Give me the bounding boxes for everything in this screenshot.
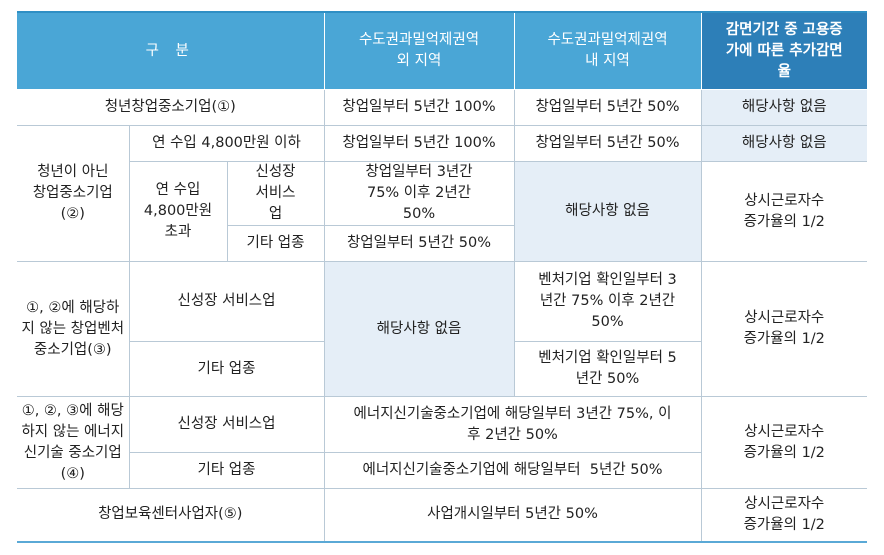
cell-high-income-growth-outside: 창업일부터 3년간 75% 이후 2년간 50% [323, 161, 515, 226]
cell-high-income-extra: 상시근로자수 증가율의 1/2 [700, 161, 867, 262]
row-label-high-income-growth-service: 신성장 서비스업 [226, 161, 325, 226]
row-label-youth-startup: 청년창업중소기업(①) [17, 89, 325, 126]
row-label-low-income: 연 수입 4,800만원 이하 [128, 125, 325, 162]
row-label-non-youth-startup: 청년이 아닌 창업중소기업 (②) [17, 125, 130, 262]
cell-venture-growth-inside: 벤처기업 확인일부터 3년간 75% 이후 2년간 50% [513, 261, 702, 342]
cell-low-income-inside: 창업일부터 5년간 50% [513, 125, 702, 162]
cell-venture-other-inside: 벤처기업 확인일부터 5년간 50% [513, 341, 701, 397]
row-label-venture-other: 기타 업종 [129, 341, 325, 397]
table-row-venture-growth: ①, ②에 해당하지 않는 창업벤처 중소기업(③) 신성장 서비스업 해당사항… [17, 261, 867, 397]
header-additional-reduction: 감면기간 중 고용증가에 따른 추가감면율 [700, 11, 867, 90]
table-row-high-income-growth: 연 수입 4,800만원 초과 신성장 서비스업 창업일부터 3년간 75% 이… [17, 161, 867, 262]
cell-youth-outside: 창업일부터 5년간 100% [323, 89, 515, 126]
table-row-non-youth-low-income: 청년이 아닌 창업중소기업 (②) 연 수입 4,800만원 이하 창업일부터 … [17, 125, 867, 262]
table-row-incubator: 창업보육센터사업자(⑤) 사업개시일부터 5년간 50% 상시근로자수 증가율의… [17, 488, 867, 543]
table-row-high-income-other: 기타 업종 창업일부터 5년간 50% [17, 225, 867, 262]
table-row-venture-other: 기타 업종 벤처기업 확인일부터 5년간 50% [17, 341, 867, 397]
cell-energy-growth-value: 에너지신기술중소기업에 해당일부터 3년간 75%, 이후 2년간 50% [323, 396, 702, 453]
header-inside-capital-region: 수도권과밀억제권역 내 지역 [513, 11, 702, 90]
header-category: 구 분 [17, 11, 325, 90]
table-row-energy-growth: ①, ②, ③에 해당하지 않는 에너지신기술 중소기업(④) 신성장 서비스업… [17, 396, 867, 489]
cell-venture-outside: 해당사항 없음 [323, 261, 515, 397]
cell-incubator-extra: 상시근로자수 증가율의 1/2 [700, 488, 867, 543]
cell-incubator-value: 사업개시일부터 5년간 50% [323, 488, 702, 543]
row-label-venture-growth-service: 신성장 서비스업 [128, 261, 325, 342]
cell-high-income-inside: 해당사항 없음 [513, 161, 702, 262]
header-row: 구 분 수도권과밀억제권역 외 지역 수도권과밀억제권역 내 지역 감면기간 중… [17, 11, 867, 90]
cell-venture-extra: 상시근로자수 증가율의 1/2 [700, 261, 867, 397]
row-label-energy: ①, ②, ③에 해당하지 않는 에너지신기술 중소기업(④) [17, 396, 130, 489]
row-label-venture: ①, ②에 해당하지 않는 창업벤처 중소기업(③) [17, 261, 130, 397]
cell-youth-extra: 해당사항 없음 [700, 89, 867, 126]
cell-energy-other-value: 에너지신기술중소기업에 해당일부터 5년간 50% [323, 452, 701, 489]
cell-low-income-extra: 해당사항 없음 [700, 125, 867, 162]
cell-low-income-outside: 창업일부터 5년간 100% [323, 125, 515, 162]
row-label-energy-growth-service: 신성장 서비스업 [128, 396, 325, 453]
header-outside-capital-region: 수도권과밀억제권역 외 지역 [323, 11, 515, 90]
table-row-energy-other: 기타 업종 에너지신기술중소기업에 해당일부터 5년간 50% [17, 452, 867, 489]
row-label-high-income-other: 기타 업종 [227, 225, 325, 262]
row-label-incubator: 창업보육센터사업자(⑤) [17, 488, 325, 543]
table-row-youth-startup: 청년창업중소기업(①) 창업일부터 5년간 100% 창업일부터 5년간 50%… [17, 89, 867, 126]
cell-energy-extra: 상시근로자수 증가율의 1/2 [700, 396, 867, 489]
cell-high-income-other-outside: 창업일부터 5년간 50% [323, 225, 514, 262]
tax-reduction-table: 구 분 수도권과밀억제권역 외 지역 수도권과밀억제권역 내 지역 감면기간 중… [17, 11, 867, 543]
row-label-energy-other: 기타 업종 [129, 452, 325, 489]
cell-youth-inside: 창업일부터 5년간 50% [513, 89, 702, 126]
tax-reduction-table-container: 구 분 수도권과밀억제권역 외 지역 수도권과밀억제권역 내 지역 감면기간 중… [17, 11, 867, 543]
row-label-high-income: 연 수입 4,800만원 초과 [129, 161, 228, 262]
